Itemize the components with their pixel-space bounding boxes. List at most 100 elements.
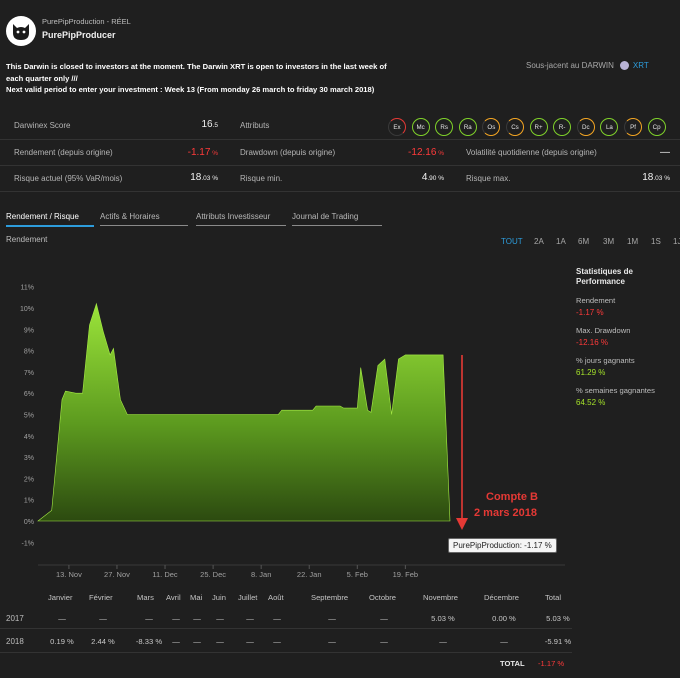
attribute-badge-dc[interactable]: Dc bbox=[576, 118, 595, 136]
row-divider bbox=[0, 628, 572, 629]
monthly-cell: -5.91 % bbox=[544, 637, 572, 646]
y-tick-label: 3% bbox=[24, 455, 34, 462]
attribute-badge-mc[interactable]: Mc bbox=[411, 118, 430, 136]
y-tick-label: 7% bbox=[24, 370, 34, 377]
performance-chart[interactable]: 11% 10% 9% 8% 7% 6% 5% 4% 3% 2% 1% 0% -1% 13. Nov 27.… bbox=[0, 280, 570, 585]
month-header: Avril bbox=[166, 593, 181, 602]
volatility-label: Volatilité quotidienne (depuis origine) bbox=[466, 148, 597, 157]
darwinex-score-value: 16.5 bbox=[160, 119, 218, 130]
monthly-cell: — bbox=[193, 614, 201, 623]
x-tick-label: 11. Dec bbox=[152, 570, 178, 579]
total-label: TOTAL bbox=[500, 659, 525, 668]
risk-label: Risque actuel (95% VaR/mois) bbox=[14, 174, 123, 183]
monthly-cell: 5.03 % bbox=[431, 614, 455, 623]
attribute-badge-cp[interactable]: Cp bbox=[647, 118, 666, 136]
month-header: Juin bbox=[212, 593, 226, 602]
rendement-value: -1.17 % bbox=[160, 147, 218, 158]
underlying-dot-icon bbox=[619, 61, 629, 70]
underlying-label: Sous-jacent au DARWIN bbox=[526, 61, 614, 70]
y-tick-label: 5% bbox=[24, 413, 34, 420]
y-tick-label: 2% bbox=[24, 476, 34, 483]
risk-min-int: 4 bbox=[421, 172, 428, 183]
attribute-badge-pf[interactable]: Pf bbox=[624, 118, 642, 136]
y-tick-label: 9% bbox=[24, 327, 34, 334]
investor-notice: This Darwin is closed to investors at th… bbox=[6, 61, 406, 96]
stats-title: Statistiques de Performance bbox=[576, 267, 633, 286]
monthly-cell: — bbox=[439, 637, 447, 646]
tab-rendement-risque[interactable]: Rendement / Risque bbox=[6, 212, 94, 227]
rendement-num: -1.17 bbox=[187, 147, 211, 158]
range-6m-button[interactable]: 6M bbox=[578, 237, 590, 246]
attribute-badge-os[interactable]: Os bbox=[482, 118, 501, 136]
annotation-account: Compte B bbox=[486, 491, 538, 503]
section-label: Rendement bbox=[6, 235, 48, 244]
range-1j-button[interactable]: 1J bbox=[673, 237, 680, 246]
tab-journal-trading[interactable]: Journal de Trading bbox=[292, 212, 382, 226]
monthly-cell: — bbox=[380, 637, 388, 646]
darwinex-score-label: Darwinex Score bbox=[14, 121, 71, 130]
row-divider bbox=[0, 652, 572, 653]
attribute-badge-rplus[interactable]: R+ bbox=[529, 118, 548, 136]
monthly-cell: 2.44 % bbox=[91, 637, 115, 646]
chart-tooltip: PurePipProduction: -1.17 % bbox=[448, 538, 557, 553]
range-1a-button[interactable]: 1A bbox=[556, 237, 566, 246]
producer-name[interactable]: PurePipProducer bbox=[42, 30, 116, 40]
attribute-badge-rs[interactable]: Rs bbox=[435, 118, 454, 136]
drawdown-value: -12.16 % bbox=[380, 147, 444, 158]
x-tick-label: 22. Jan bbox=[297, 570, 322, 579]
range-2a-button[interactable]: 2A bbox=[534, 237, 544, 246]
account-type: PurePipProduction - RÉEL bbox=[42, 17, 131, 26]
tab-attributs-investisseur[interactable]: Attributs Investisseur bbox=[196, 212, 286, 226]
y-tick-label: -1% bbox=[22, 540, 34, 547]
monthly-cell: — bbox=[58, 614, 66, 623]
tab-actifs-horaires[interactable]: Actifs & Horaires bbox=[100, 212, 188, 226]
attributes-label: Attributs bbox=[240, 121, 270, 130]
month-header: Total bbox=[545, 593, 562, 602]
risk-min-label: Risque min. bbox=[240, 174, 283, 183]
month-header: Février bbox=[89, 593, 113, 602]
rendement-label: Rendement (depuis origine) bbox=[14, 148, 113, 157]
month-header: Mai bbox=[190, 593, 203, 602]
monthly-cell: — bbox=[193, 637, 201, 646]
underlying-symbol-link[interactable]: XRT bbox=[632, 61, 649, 70]
x-tick-label: 8. Jan bbox=[251, 570, 271, 579]
notice-line-1: This Darwin is closed to investors at th… bbox=[6, 62, 387, 83]
range-tout-button[interactable]: TOUT bbox=[501, 237, 523, 246]
attribute-badge-cs[interactable]: Cs bbox=[506, 118, 524, 136]
attribute-badge-ra[interactable]: Ra bbox=[458, 118, 477, 136]
month-header: Octobre bbox=[369, 593, 397, 602]
range-1m-button[interactable]: 1M bbox=[627, 237, 639, 246]
annotation-arrow bbox=[456, 355, 468, 530]
month-header: Novembre bbox=[423, 593, 459, 602]
rendement-unit: % bbox=[210, 150, 218, 157]
risk-max-int: 18 bbox=[642, 172, 654, 183]
stat-drawdown-value: -12.16 % bbox=[576, 338, 609, 347]
score-dec: .5 bbox=[212, 122, 218, 129]
month-header: Mars bbox=[137, 593, 154, 602]
metrics-row-3: Risque actuel (95% VaR/mois) 18.03 % Ris… bbox=[0, 166, 680, 192]
y-tick-label: 11% bbox=[21, 285, 35, 292]
drawdown-num: -12.16 bbox=[408, 147, 437, 158]
score-int: 16 bbox=[201, 119, 213, 130]
monthly-cell: -8.33 % bbox=[135, 637, 163, 646]
attribute-badge-ex[interactable]: Ex bbox=[388, 118, 406, 136]
monthly-cell: — bbox=[246, 614, 254, 623]
range-1s-button[interactable]: 1S bbox=[651, 237, 661, 246]
monthly-cell: — bbox=[172, 637, 180, 646]
month-header: Août bbox=[268, 593, 284, 602]
stat-rendement-label: Rendement bbox=[576, 296, 616, 305]
drawdown-unit: % bbox=[436, 150, 444, 157]
range-3m-button[interactable]: 3M bbox=[603, 237, 615, 246]
x-axis: 13. Nov 27. Nov 11. Dec 25. Dec 8. Jan 22. Ja… bbox=[56, 565, 418, 579]
drawdown-label: Drawdown (depuis origine) bbox=[240, 148, 336, 157]
attribute-badge-la[interactable]: La bbox=[600, 118, 619, 136]
attribute-badge-rminus[interactable]: R- bbox=[553, 118, 572, 136]
stat-drawdown-label: Max. Drawdown bbox=[576, 326, 631, 335]
y-tick-label: 8% bbox=[24, 349, 34, 356]
monthly-cell: — bbox=[328, 614, 336, 623]
monthly-cell: — bbox=[216, 637, 224, 646]
total-value: -1.17 % bbox=[538, 659, 565, 668]
monthly-cell: — bbox=[216, 614, 224, 623]
risk-int: 18 bbox=[190, 172, 202, 183]
monthly-cell: — bbox=[380, 614, 388, 623]
